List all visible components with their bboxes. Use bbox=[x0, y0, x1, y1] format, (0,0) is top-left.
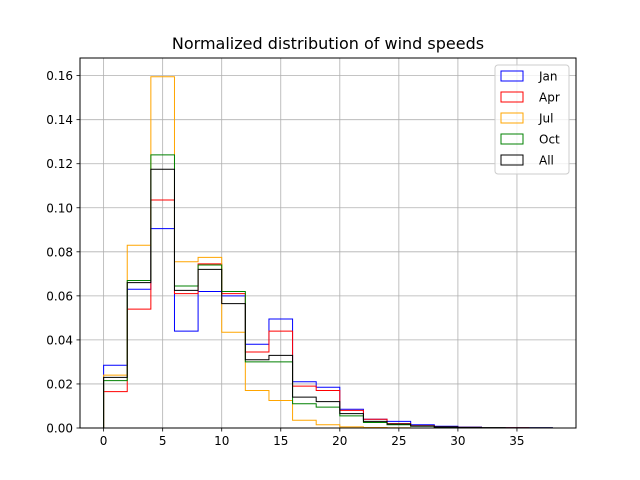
x-tick-label: 0 bbox=[100, 434, 108, 448]
y-tick-label: 0.06 bbox=[46, 289, 73, 303]
y-tick-label: 0.04 bbox=[46, 333, 73, 347]
y-tick-label: 0.16 bbox=[46, 69, 73, 83]
legend-label-jul: Jul bbox=[538, 112, 553, 126]
y-tick-label: 0.08 bbox=[46, 245, 73, 259]
axes-layer: 0 5 10 15 20 25 30 35 0.00 0.02 0.04 0.06 0.08 0.10 0.… bbox=[46, 69, 524, 448]
y-tick-label: 0.12 bbox=[46, 157, 73, 171]
y-tick-label: 0.00 bbox=[46, 422, 73, 436]
legend-label-jan: Jan bbox=[538, 70, 558, 84]
x-tick-label: 10 bbox=[214, 434, 229, 448]
legend: Jan Apr Jul Oct All bbox=[494, 64, 570, 175]
legend-swatch-oct bbox=[500, 133, 524, 145]
y-tick-label: 0.02 bbox=[46, 377, 73, 391]
x-tick-label: 15 bbox=[273, 434, 288, 448]
plot-frame bbox=[79, 57, 577, 429]
x-tick-label: 20 bbox=[332, 434, 347, 448]
x-tick-label: 35 bbox=[509, 434, 524, 448]
legend-swatch-apr bbox=[500, 91, 524, 103]
x-tick-label: 25 bbox=[391, 434, 406, 448]
histogram-series-all bbox=[103, 168, 553, 429]
legend-swatch-jan bbox=[500, 70, 524, 82]
legend-label-all: All bbox=[539, 154, 554, 168]
y-tick-label: 0.14 bbox=[46, 113, 73, 127]
y-tick-label: 0.10 bbox=[46, 201, 73, 215]
legend-label-oct: Oct bbox=[539, 133, 560, 147]
x-tick-label: 5 bbox=[159, 434, 167, 448]
x-tick-label: 30 bbox=[450, 434, 465, 448]
chart-title: Normalized distribution of wind speeds bbox=[172, 34, 484, 53]
legend-swatch-jul bbox=[500, 112, 524, 124]
legend-label-apr: Apr bbox=[539, 91, 560, 105]
legend-swatch-all bbox=[500, 154, 524, 166]
